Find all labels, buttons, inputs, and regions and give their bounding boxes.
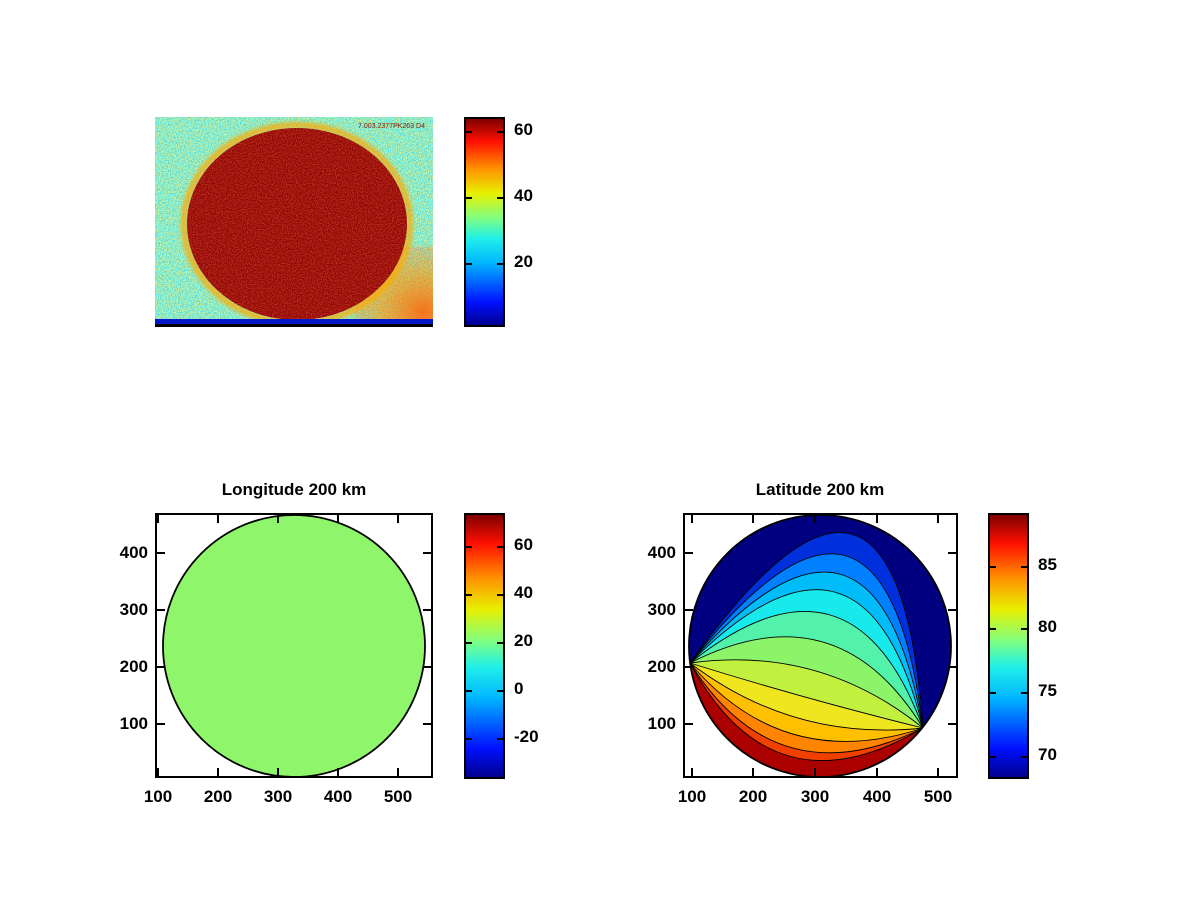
colorbar-tick-label: 60 xyxy=(514,535,533,554)
colorbar-tick xyxy=(466,197,472,199)
colorbar-tick-label: 75 xyxy=(1038,681,1057,700)
x-tick-label: 100 xyxy=(677,787,707,806)
longitude-contour-plot xyxy=(155,513,433,778)
colorbar-tick-label: 20 xyxy=(514,631,533,650)
latitude-colorbar xyxy=(988,513,1029,779)
colorbar-tick xyxy=(497,263,503,265)
longitude-contour-canvas xyxy=(155,513,433,778)
colorbar-tick-label: 40 xyxy=(514,186,533,205)
colorbar-tick xyxy=(990,692,996,694)
longitude-colorbar-gradient xyxy=(466,515,503,777)
colorbar-tick-label: 60 xyxy=(514,120,533,139)
x-tick-label: 100 xyxy=(143,787,173,806)
x-tick-label: 400 xyxy=(323,787,353,806)
y-tick-label: 300 xyxy=(647,600,676,619)
colorbar-tick-label: -20 xyxy=(514,727,539,746)
bottom-axis-line xyxy=(155,324,433,327)
longitude-plot-title: Longitude 200 km xyxy=(221,480,367,499)
y-tick-label: 400 xyxy=(119,543,148,562)
colorbar-tick xyxy=(466,263,472,265)
colorbar-tick xyxy=(1021,692,1027,694)
latitude-contour-plot xyxy=(683,513,958,778)
colorbar-tick xyxy=(466,594,472,596)
colorbar-tick xyxy=(466,546,472,548)
colorbar-tick xyxy=(466,642,472,644)
latitude-contour-bands xyxy=(689,515,951,777)
y-tick-label: 400 xyxy=(647,543,676,562)
y-tick-label: 200 xyxy=(647,657,676,676)
colorbar-tick-label: 0 xyxy=(514,679,524,698)
colorbar-tick-label: 80 xyxy=(1038,617,1057,636)
colorbar-tick xyxy=(1021,566,1027,568)
axis-box xyxy=(683,513,958,778)
colorbar-tick xyxy=(1021,628,1027,630)
y-tick-label: 100 xyxy=(119,714,148,733)
colorbar-tick xyxy=(1021,756,1027,758)
image-colorbar xyxy=(464,117,505,327)
x-tick-label: 200 xyxy=(203,787,233,806)
x-tick-label: 300 xyxy=(263,787,293,806)
image-colorbar-gradient xyxy=(466,119,503,325)
axis-ticks xyxy=(685,515,956,776)
colorbar-tick xyxy=(466,131,472,133)
colorbar-tick-label: 20 xyxy=(514,252,533,271)
x-tick-label: 400 xyxy=(862,787,892,806)
colorbar-tick xyxy=(497,546,503,548)
disk-image-canvas: 7.003.2377PK263 D4 xyxy=(155,117,433,327)
colorbar-tick-label: 85 xyxy=(1038,555,1057,574)
bottom-blue-stripe xyxy=(155,319,433,324)
planet-disk xyxy=(181,122,413,326)
y-tick-label: 200 xyxy=(119,657,148,676)
colorbar-tick-label: 40 xyxy=(514,583,533,602)
x-tick-label: 300 xyxy=(800,787,830,806)
colorbar-tick-label: 70 xyxy=(1038,745,1057,764)
longitude-contour-bands xyxy=(163,515,425,777)
colorbar-tick xyxy=(990,756,996,758)
x-tick-label: 500 xyxy=(923,787,953,806)
latitude-contour-canvas xyxy=(683,513,958,778)
axis-ticks xyxy=(157,515,431,776)
colorbar-tick xyxy=(990,628,996,630)
colorbar-tick xyxy=(497,738,503,740)
latitude-plot-title: Latitude 200 km xyxy=(755,480,885,499)
colorbar-tick xyxy=(497,131,503,133)
x-tick-label: 500 xyxy=(383,787,413,806)
colorbar-tick xyxy=(497,197,503,199)
image-watermark: 7.003.2377PK263 D4 xyxy=(358,123,425,130)
colorbar-tick xyxy=(990,566,996,568)
y-tick-label: 300 xyxy=(119,600,148,619)
y-tick-label: 100 xyxy=(647,714,676,733)
colorbar-tick xyxy=(466,690,472,692)
colorbar-tick xyxy=(497,642,503,644)
disk-image-panel: 7.003.2377PK263 D4 xyxy=(155,117,433,327)
colorbar-tick xyxy=(466,738,472,740)
colorbar-tick xyxy=(497,594,503,596)
x-tick-label: 200 xyxy=(738,787,768,806)
latitude-colorbar-gradient xyxy=(990,515,1027,777)
longitude-colorbar xyxy=(464,513,505,779)
colorbar-tick xyxy=(497,690,503,692)
axis-box xyxy=(155,513,433,778)
